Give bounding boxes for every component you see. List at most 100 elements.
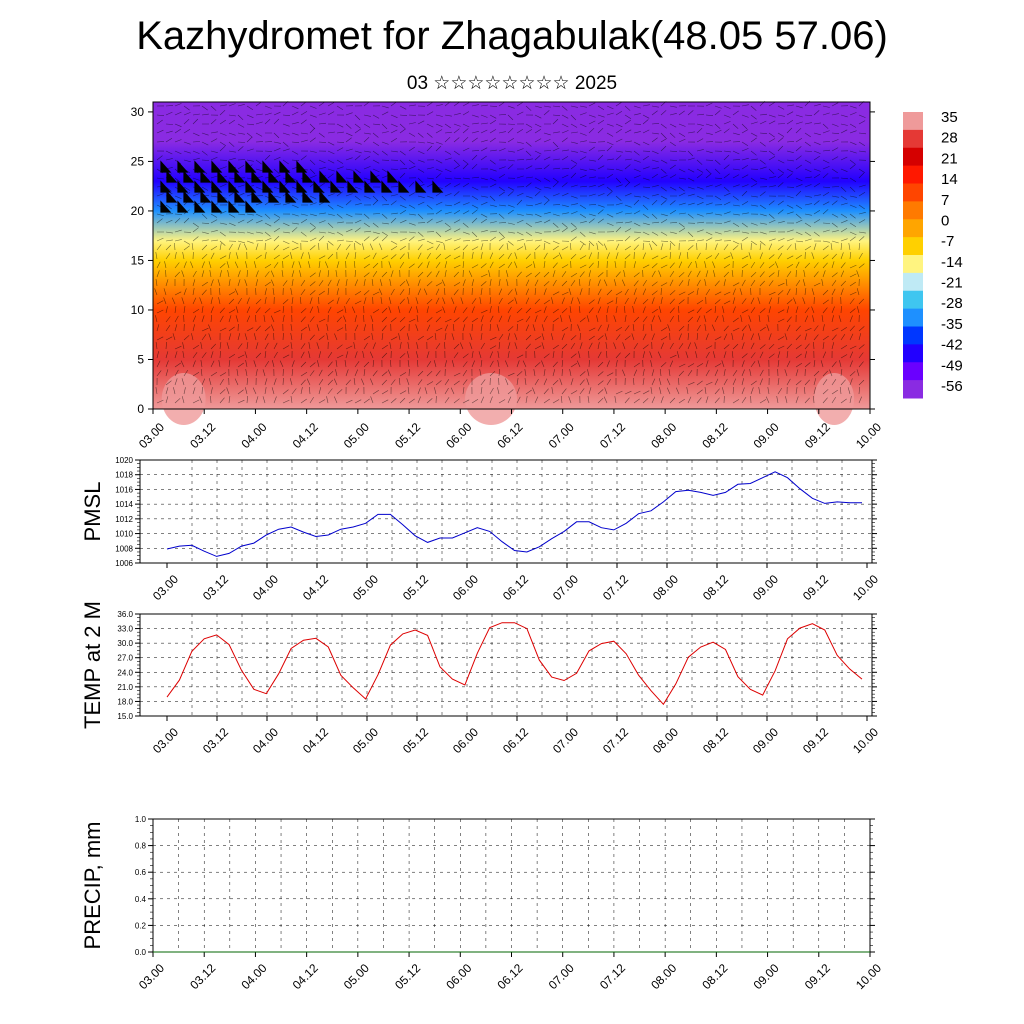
x-tick-label: 05.00 (341, 961, 372, 992)
y-axis-title: TEMP at 2 M (80, 601, 105, 729)
x-tick-label: 09.00 (750, 725, 781, 756)
x-tick-label: 07.00 (550, 572, 581, 603)
wind-barb (177, 160, 189, 173)
x-tick-label: 08.12 (699, 420, 730, 451)
colorbar-swatch (903, 129, 923, 149)
wind-barb (370, 170, 382, 183)
x-tick-label: 03.12 (187, 420, 218, 451)
wind-barbs (160, 160, 444, 213)
x-tick-label: 07.12 (600, 725, 631, 756)
x-tick-label: 06.12 (500, 725, 531, 756)
wind-barb (347, 180, 359, 193)
x-tick-label: 06.00 (443, 420, 474, 451)
y-tick-label: 1012 (115, 515, 133, 524)
y-tick-label: 1010 (115, 530, 133, 539)
colorbar-label: -7 (941, 233, 954, 250)
y-tick-label: 1020 (115, 456, 133, 465)
x-tick-label: 08.00 (648, 961, 679, 992)
x-tick-label: 05.12 (392, 961, 423, 992)
wind-barb (279, 160, 291, 173)
wind-barb (381, 180, 393, 193)
x-tick-label: 05.00 (350, 572, 381, 603)
x-tick-label: 03.12 (187, 961, 218, 992)
chart-subtitle: 03 ☆☆☆☆☆☆☆☆ 2025 (406, 73, 618, 94)
x-tick-label: 05.12 (392, 420, 423, 451)
wind-barb (177, 180, 189, 193)
wind-barb (166, 170, 178, 183)
x-tick-label: 08.12 (700, 725, 731, 756)
x-tick-label: 06.12 (500, 572, 531, 603)
y-tick-label: 20 (131, 204, 145, 218)
wind-barb (415, 180, 427, 193)
x-tick-label: 09.12 (800, 725, 831, 756)
wind-barb (364, 180, 376, 193)
colorbar-label: 14 (941, 171, 958, 188)
wind-barb (313, 180, 325, 193)
wind-barb (228, 180, 240, 193)
y-tick-label: 21.0 (117, 683, 133, 692)
colorbar-swatch (903, 147, 923, 167)
wind-barb (177, 200, 189, 213)
x-tick-label: 09.00 (751, 420, 782, 451)
x-tick-label: 04.12 (290, 961, 321, 992)
colorbar-label: -35 (941, 316, 963, 333)
x-tick-label: 10.00 (850, 725, 881, 756)
colorbar-label: 21 (941, 150, 958, 167)
x-tick-label: 04.12 (300, 572, 331, 603)
colorbar-swatch (903, 308, 923, 327)
wind-barb (296, 160, 308, 173)
colorbar-swatch (903, 255, 923, 274)
y-tick-label: 1018 (115, 471, 133, 480)
y-tick-label: 0.4 (135, 895, 147, 904)
colorbar-swatch (903, 290, 923, 310)
temperature-field (153, 102, 870, 409)
y-tick-label: 25 (131, 154, 145, 168)
x-tick-label: 07.00 (546, 420, 577, 451)
x-tick-label: 08.00 (650, 572, 681, 603)
x-tick-label: 07.12 (597, 961, 628, 992)
wind-barb (194, 160, 206, 173)
y-tick-label: 1006 (115, 559, 133, 568)
x-tick-label: 08.00 (648, 420, 679, 451)
x-tick-label: 09.12 (800, 572, 831, 603)
wind-barb (234, 190, 246, 203)
wind-barb (285, 190, 297, 203)
wind-barb (245, 160, 257, 173)
y-tick-label: 36.0 (117, 610, 133, 619)
wind-barb (387, 170, 399, 183)
x-tick-label: 05.00 (350, 725, 381, 756)
x-tick-label: 03.00 (136, 420, 167, 451)
x-tick-label: 07.12 (597, 420, 628, 451)
wind-barb (211, 160, 223, 173)
wind-barb (217, 170, 229, 183)
x-tick-label: 09.00 (751, 961, 782, 992)
x-tick-label: 03.00 (150, 572, 181, 603)
colorbar-label: -14 (941, 254, 963, 271)
wind-barb (353, 170, 365, 183)
x-tick-label: 07.00 (550, 725, 581, 756)
x-tick-label: 09.00 (750, 572, 781, 603)
colorbar-label: -49 (941, 357, 963, 374)
y-tick-label: 15.0 (117, 712, 133, 721)
x-tick-label: 09.12 (802, 961, 833, 992)
y-axis-title: PRECIP, mm (80, 822, 105, 950)
x-tick-label: 05.12 (400, 572, 431, 603)
y-tick-label: 0.2 (135, 921, 147, 930)
wind-barb (336, 170, 348, 183)
x-tick-label: 04.00 (238, 961, 269, 992)
wind-barb (251, 190, 263, 203)
y-tick-label: 1.0 (135, 815, 147, 824)
x-tick-label: 05.12 (400, 725, 431, 756)
colorbar-swatch (903, 165, 923, 184)
colorbar-swatch (903, 272, 923, 292)
wind-vector-paths (154, 100, 867, 404)
colorbar-label: 28 (941, 130, 958, 147)
wind-barb (262, 180, 274, 193)
x-tick-label: 10.00 (853, 420, 884, 451)
chart-title: Kazhydromet for Zhagabulak(48.05 57.06) (136, 14, 888, 58)
colorbar-swatch (903, 344, 923, 363)
x-tick-label: 06.12 (495, 961, 526, 992)
y-tick-label: 0.8 (135, 842, 147, 851)
y-tick-label: 24.0 (117, 668, 133, 677)
x-tick-label: 06.00 (443, 961, 474, 992)
